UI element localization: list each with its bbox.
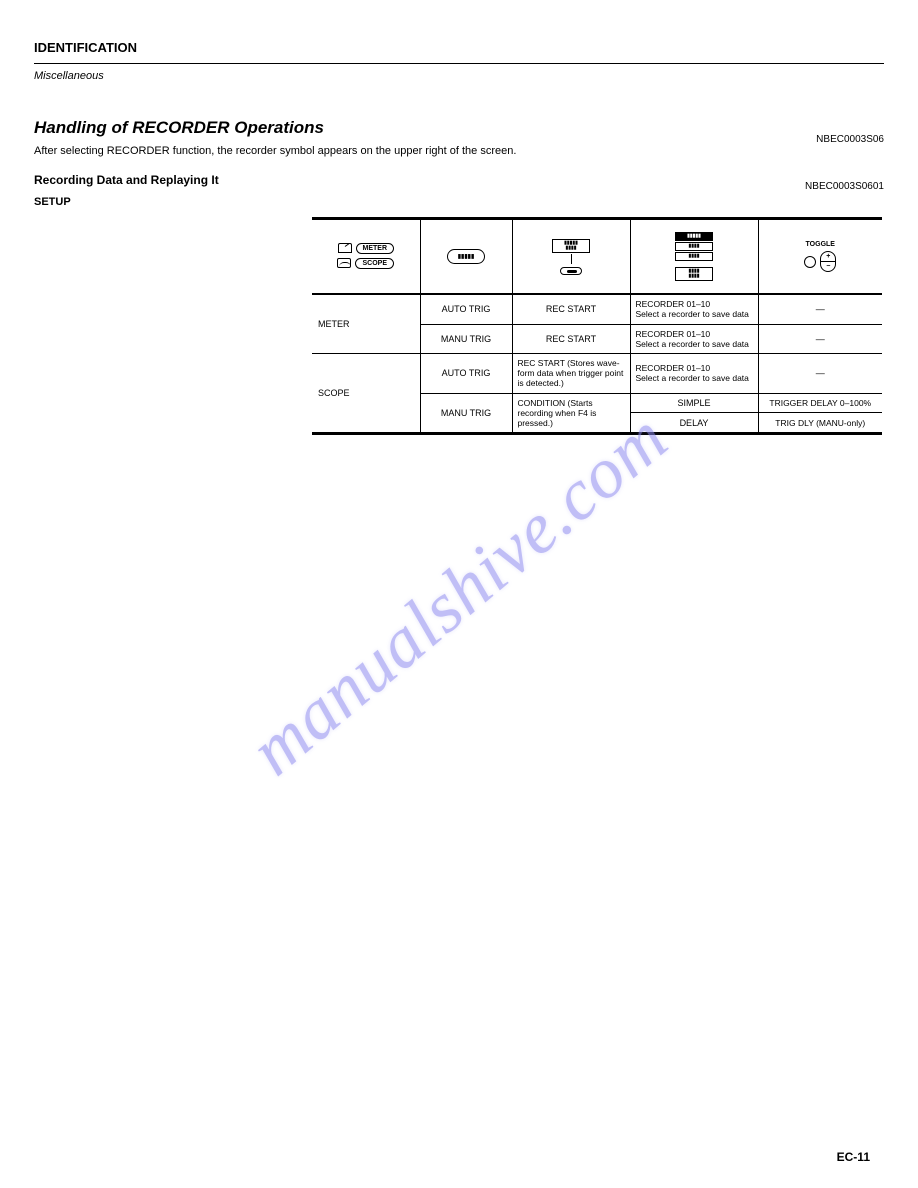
cell-toggle-1: — bbox=[758, 324, 882, 353]
recorder-setup-table: METER SCOPE ▮▮▮▮▮ ▮▮▮▮▮▮▮▮▮ ▮▮▮▮▮ bbox=[312, 217, 882, 435]
cell-sub-1: RECORDER 01–10 Select a recorder to save… bbox=[630, 324, 758, 353]
th-fkey: ▮▮▮▮▮ bbox=[420, 218, 512, 294]
gauge-icon bbox=[338, 243, 352, 253]
setup-ref-code: NBEC0003S0601 bbox=[805, 181, 884, 192]
subhead-recording: Recording Data and Replaying It bbox=[34, 173, 884, 187]
meter-pill: METER bbox=[356, 243, 395, 254]
cell-trig-2: REC START (Stores wave-form data when tr… bbox=[512, 354, 630, 394]
cell-fkey-3: MANU TRIG bbox=[420, 393, 512, 434]
cell-sub-3b: DELAY bbox=[630, 413, 758, 434]
mode-scope: SCOPE bbox=[312, 354, 420, 434]
cell-toggle-0: — bbox=[758, 294, 882, 324]
scope-pill: SCOPE bbox=[355, 258, 394, 269]
wave-icon bbox=[337, 258, 351, 268]
cell-fkey-1: MANU TRIG bbox=[420, 324, 512, 353]
watermark: manualshive.com bbox=[234, 396, 683, 792]
cell-trig-1: REC START bbox=[512, 324, 630, 353]
th-submode: ▮▮▮▮▮ ▮▮▮▮ ▮▮▮▮ ▮▮▮▮▮▮▮▮ bbox=[630, 218, 758, 294]
cell-fkey-2: AUTO TRIG bbox=[420, 354, 512, 394]
misc-label: Miscellaneous bbox=[34, 70, 884, 82]
th-trigger: ▮▮▮▮▮▮▮▮▮ bbox=[512, 218, 630, 294]
submode-icon: ▮▮▮▮▮ ▮▮▮▮ ▮▮▮▮ ▮▮▮▮▮▮▮▮ bbox=[636, 232, 753, 281]
cell-trig-0: REC START bbox=[512, 294, 630, 324]
running-header: IDENTIFICATION bbox=[34, 40, 884, 64]
cell-toggle-3b: TRIG DLY (MANU-only) bbox=[758, 413, 882, 434]
trigger-icon: ▮▮▮▮▮▮▮▮▮ bbox=[518, 239, 625, 275]
page-title: Handling of RECORDER Operations bbox=[34, 118, 884, 138]
toggle-icon: +− bbox=[804, 251, 836, 272]
mode-meter: METER bbox=[312, 294, 420, 353]
cell-sub-0: RECORDER 01–10 Select a recorder to save… bbox=[630, 294, 758, 324]
th-mode: METER SCOPE bbox=[312, 218, 420, 294]
cell-sub-3a: SIMPLE bbox=[630, 393, 758, 413]
fkey-icon: ▮▮▮▮▮ bbox=[447, 249, 486, 264]
cell-toggle-3a: TRIGGER DELAY 0–100% bbox=[758, 393, 882, 413]
page-number: EC-11 bbox=[837, 1150, 870, 1164]
ref-code: NBEC0003S06 bbox=[816, 134, 884, 145]
setup-label: SETUP bbox=[34, 195, 884, 210]
cell-sub-2: RECORDER 01–10 Select a recorder to save… bbox=[630, 354, 758, 394]
toggle-label: TOGGLE bbox=[764, 241, 878, 248]
intro-paragraph: After selecting RECORDER function, the r… bbox=[34, 144, 884, 159]
th-toggle: TOGGLE +− bbox=[758, 218, 882, 294]
cell-fkey-0: AUTO TRIG bbox=[420, 294, 512, 324]
cell-toggle-2: — bbox=[758, 354, 882, 394]
cell-trig-3: CONDITION (Starts recording when F4 is p… bbox=[512, 393, 630, 434]
